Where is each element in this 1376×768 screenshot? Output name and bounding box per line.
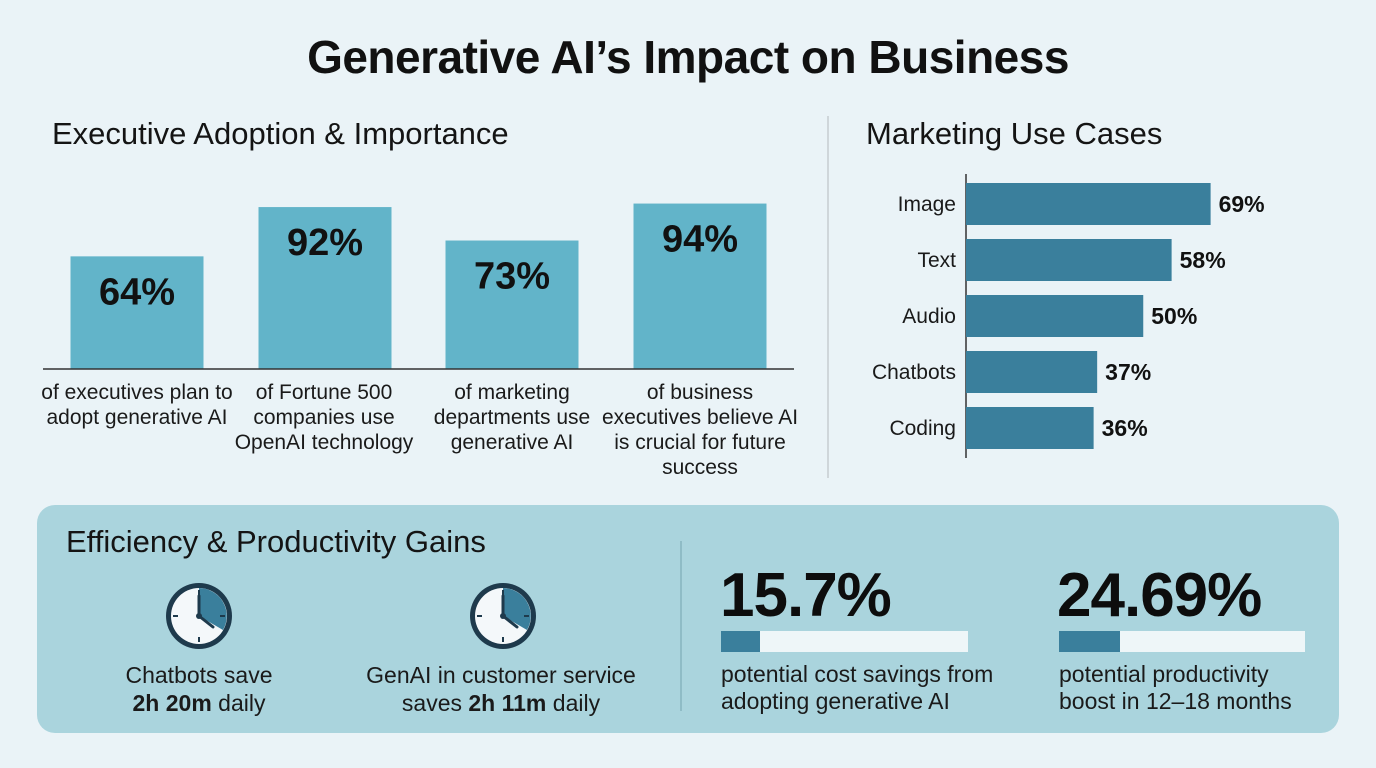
cost-savings-progress-fill [721,631,760,652]
marketing-section-title: Marketing Use Cases [866,116,1163,151]
marketing-bar-value: 36% [1102,415,1148,441]
adoption-bar-chart: 64% 92% 73% 94% [43,203,794,370]
time-saving-text-1: Chatbots save 2h 20m daily [125,662,273,716]
productivity-progress-fill [1059,631,1120,652]
adoption-bar-value: 92% [287,222,363,264]
adoption-bar [70,256,204,369]
adoption-bar-value: 73% [474,256,550,298]
productivity-value: 24.69% [1057,561,1262,630]
adoption-bar [633,203,767,369]
marketing-bar-value: 58% [1180,247,1226,273]
marketing-bar-value: 69% [1219,191,1265,217]
adoption-caption-4: of business executives believe AI is cru… [601,381,799,479]
page-title: Generative AI’s Impact on Business [307,31,1069,83]
time-saving-text-2: GenAI in customer service saves 2h 11m d… [366,662,636,716]
adoption-bar [258,207,392,369]
marketing-bar-value: 50% [1151,303,1197,329]
marketing-category-label: Image [898,193,956,216]
clock-icon [166,583,232,649]
productivity-progress [1059,631,1305,652]
cost-savings-caption: potential cost savings from adopting gen… [721,661,994,714]
adoption-bar-value: 64% [99,271,175,313]
adoption-caption-1: of executives plan to adopt generative A… [41,381,233,429]
section-divider [827,116,829,478]
marketing-bar [966,183,1211,225]
adoption-caption-2: of Fortune 500 companies use OpenAI tech… [234,381,414,454]
marketing-bar [966,351,1098,393]
marketing-category-label: Chatbots [872,361,956,384]
clock-icon [470,583,536,649]
marketing-category-label: Coding [889,417,956,440]
productivity-caption: potential productivity boost in 12–18 mo… [1059,661,1292,714]
adoption-bar [445,240,579,369]
marketing-bar [966,407,1094,449]
cost-savings-value: 15.7% [720,561,892,630]
efficiency-divider [680,541,682,711]
marketing-bar-chart: Image 69% Text 58% Audio 50% Chatbots 37% Coding… [872,174,1265,458]
marketing-bar [966,239,1172,281]
efficiency-panel [37,505,1339,733]
marketing-category-label: Audio [902,305,956,328]
adoption-caption-3: of marketing departments use generative … [433,381,591,454]
cost-savings-progress [721,631,968,652]
marketing-bar-value: 37% [1105,359,1151,385]
efficiency-section-title: Efficiency & Productivity Gains [66,524,486,559]
marketing-category-label: Text [917,249,956,272]
adoption-section-title: Executive Adoption & Importance [52,116,509,151]
adoption-bar-value: 94% [662,219,738,261]
marketing-bar [966,295,1144,337]
